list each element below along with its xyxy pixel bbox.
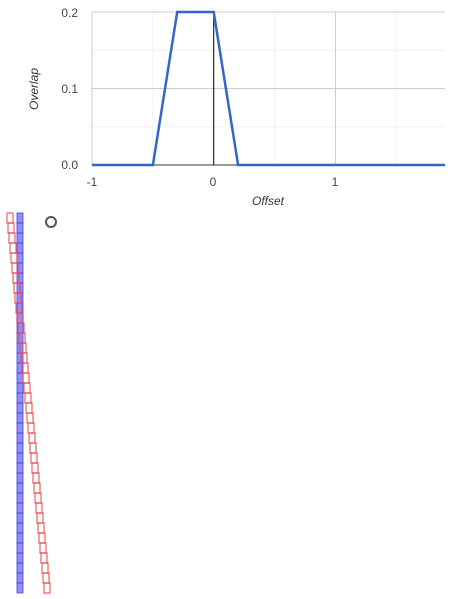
chart-grid <box>91 11 445 166</box>
blue-block <box>16 412 24 424</box>
blue-block <box>16 442 24 454</box>
x-tick-label: 0 <box>210 175 217 189</box>
blue-block <box>16 582 24 594</box>
red-block <box>30 452 38 464</box>
blue-block <box>16 522 24 534</box>
blue-block <box>16 222 24 234</box>
red-block <box>6 212 14 224</box>
blue-block <box>16 392 24 404</box>
red-block <box>35 502 43 514</box>
blue-block <box>16 502 24 514</box>
x-tick-labels: -1 0 1 <box>87 175 339 189</box>
blue-block <box>16 562 24 574</box>
red-block <box>29 442 37 454</box>
red-block <box>31 462 39 474</box>
red-block <box>38 532 46 544</box>
red-block <box>37 522 45 534</box>
blue-block <box>16 542 24 554</box>
blue-block <box>16 572 24 584</box>
blue-block <box>16 462 24 474</box>
red-block <box>8 232 16 244</box>
radio-button[interactable] <box>45 216 57 228</box>
red-block <box>34 492 42 504</box>
red-block <box>32 472 40 484</box>
red-block <box>10 252 18 264</box>
blue-block <box>16 242 24 254</box>
blue-rectangle-column <box>16 212 24 594</box>
overlap-series-line <box>92 10 445 167</box>
y-tick-label: 0.0 <box>61 158 78 172</box>
red-block <box>24 392 32 404</box>
blue-block <box>16 452 24 464</box>
offset-strip <box>6 212 51 594</box>
y-axis-title: Overlap <box>27 68 41 110</box>
blue-block <box>16 272 24 284</box>
red-block <box>23 382 31 394</box>
blue-block <box>16 482 24 494</box>
red-block <box>33 482 41 494</box>
y-tick-label: 0.1 <box>61 82 78 96</box>
red-block <box>36 512 44 524</box>
y-tick-label: 0.2 <box>61 6 78 20</box>
blue-block <box>16 232 24 244</box>
blue-block <box>16 432 24 444</box>
y-tick-labels: 0.0 0.1 0.2 <box>61 6 78 172</box>
blue-block <box>16 372 24 384</box>
overlap-chart: 0.0 0.1 0.2 -1 0 1 Offset Overlap <box>27 6 445 208</box>
blue-block <box>16 352 24 364</box>
blue-block <box>16 472 24 484</box>
blue-block <box>16 532 24 544</box>
blue-block <box>16 212 24 224</box>
red-block <box>7 222 15 234</box>
blue-block <box>16 402 24 414</box>
red-block <box>28 432 36 444</box>
blue-block <box>16 382 24 394</box>
red-block <box>41 562 49 574</box>
red-block <box>22 372 30 384</box>
red-block <box>40 552 48 564</box>
red-block <box>42 572 50 584</box>
red-block <box>25 402 33 414</box>
x-axis-title: Offset <box>252 194 285 208</box>
x-tick-label: -1 <box>87 175 98 189</box>
red-block <box>27 422 35 434</box>
blue-block <box>16 492 24 504</box>
blue-block <box>16 512 24 524</box>
blue-block <box>16 552 24 564</box>
blue-block <box>16 312 24 324</box>
x-tick-label: 1 <box>332 175 339 189</box>
red-block <box>26 412 34 424</box>
blue-block <box>16 422 24 434</box>
blue-block <box>16 292 24 304</box>
blue-block <box>16 252 24 264</box>
red-block <box>9 242 17 254</box>
red-rectangle-column <box>6 212 51 594</box>
red-block <box>43 582 51 594</box>
red-block <box>39 542 47 554</box>
blue-block <box>16 332 24 344</box>
